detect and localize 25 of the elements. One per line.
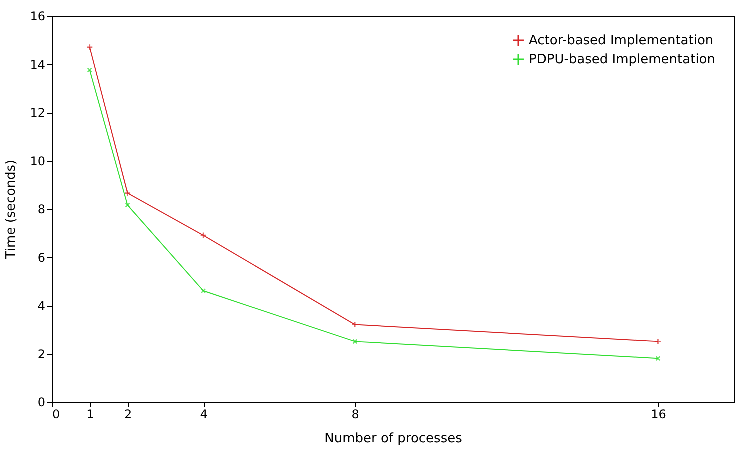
point <box>125 202 130 208</box>
x-tick-label: 8 <box>352 408 360 422</box>
y-tick-label: 2 <box>38 347 46 362</box>
point <box>124 190 132 197</box>
x-tick-label: 0 <box>52 408 60 422</box>
y-tick-label: 8 <box>38 202 46 216</box>
y-tick-label: 6 <box>38 250 46 265</box>
y-tick-label: 10 <box>30 154 46 168</box>
y-tick-label: 12 <box>30 106 46 120</box>
y-tick-label: 14 <box>30 58 46 72</box>
x-tick-label: 16 <box>651 408 666 422</box>
point <box>200 232 207 239</box>
point <box>352 321 358 328</box>
point <box>352 339 358 344</box>
x-tick-label: 1 <box>86 408 94 422</box>
legend-label: Actor-based Implementation <box>529 34 714 48</box>
point <box>200 288 206 294</box>
x-axis-title: Number of processes <box>324 432 463 446</box>
y-axis-title: Time (seconds) <box>4 160 20 260</box>
legend-label: PDPU-based Implementation <box>529 52 716 68</box>
y-tick-label: 0 <box>38 396 46 410</box>
y-tick-label: 16 <box>30 10 46 24</box>
x-tick-label: 2 <box>124 408 132 422</box>
x-tick-label: 4 <box>200 408 208 422</box>
y-tick-label: 4 <box>38 299 46 313</box>
